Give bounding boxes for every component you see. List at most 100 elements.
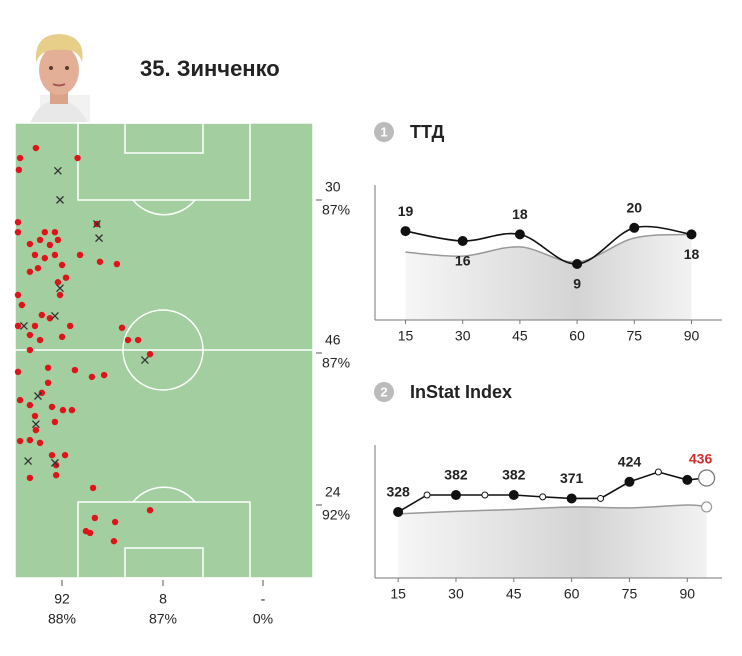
pass-dot	[36, 439, 44, 447]
pass-dot	[31, 251, 39, 259]
zone-percent: 87%	[149, 611, 177, 627]
line-chart: 15 30 45 60 75 90 328 382 382 371 424 436	[374, 445, 722, 602]
pass-dot	[26, 268, 34, 275]
cross-mark	[33, 392, 42, 400]
pass-dot	[110, 537, 118, 545]
value-label: 18	[512, 206, 528, 222]
pass-dot	[31, 412, 39, 420]
total-point	[697, 469, 716, 487]
pass-dot	[146, 507, 154, 514]
pass-dot	[46, 314, 54, 322]
reference-end	[700, 501, 713, 513]
cross-mark	[50, 311, 59, 320]
x-tick-label: 75	[622, 586, 638, 602]
cross-mark	[50, 458, 59, 467]
pass-dot	[44, 364, 52, 371]
pass-dot	[36, 336, 44, 344]
zone-count: 24	[325, 484, 341, 500]
pass-dot	[31, 322, 39, 330]
point	[400, 226, 411, 237]
pass-dot	[111, 518, 119, 526]
point	[682, 474, 693, 485]
pass-dot	[15, 166, 23, 174]
pass-dot	[66, 322, 74, 330]
value-label: 328	[386, 484, 410, 500]
pass-dot	[32, 426, 40, 434]
reference-line	[405, 233, 692, 263]
pass-dot	[89, 484, 97, 492]
pass-dot	[54, 279, 62, 286]
pass-dot	[14, 218, 22, 226]
pass-dot	[134, 336, 142, 344]
zone-count: 92	[54, 591, 70, 607]
pass-dot	[71, 366, 79, 374]
x-tick-label: 90	[680, 586, 696, 602]
section-number: 2	[380, 384, 387, 399]
x-tick-label: 60	[564, 586, 580, 602]
pass-dot	[16, 437, 24, 445]
pass-dot	[26, 240, 34, 248]
pass-dot	[56, 291, 64, 299]
section-title: ТТД	[410, 122, 445, 142]
value-label: 371	[560, 470, 584, 486]
point	[624, 476, 635, 487]
point	[508, 489, 519, 500]
zone-percent: 88%	[48, 611, 76, 627]
value-label: 382	[502, 467, 526, 483]
pass-dot	[51, 418, 59, 426]
cross-mark	[31, 420, 40, 429]
pass-dot	[100, 371, 108, 379]
cross-mark	[56, 195, 64, 204]
pass-dot	[46, 241, 54, 249]
pass-dot	[26, 474, 34, 482]
pass-dot	[16, 154, 24, 162]
pass-dot	[14, 291, 22, 299]
zone-count: 8	[159, 591, 167, 607]
pass-dot	[74, 154, 81, 162]
pass-dot	[86, 529, 94, 537]
pass-dot	[76, 251, 84, 259]
point	[393, 506, 404, 517]
value-label: 20	[627, 200, 643, 216]
pitch	[14, 122, 314, 579]
point	[457, 235, 468, 246]
value-label: 19	[398, 203, 414, 219]
pass-dot	[61, 451, 69, 459]
pass-dot	[118, 324, 126, 331]
pass-dot	[59, 406, 67, 414]
cross-mark	[56, 284, 64, 293]
x-tick-label: 15	[390, 586, 406, 602]
pass-dot	[41, 229, 48, 236]
x-tick-label: 30	[455, 328, 471, 344]
x-tick-label: 60	[569, 328, 585, 344]
point	[566, 493, 577, 504]
zone-count: 30	[325, 179, 341, 195]
reference-line	[398, 504, 707, 515]
point	[686, 229, 697, 240]
cross-mark	[95, 234, 103, 243]
point	[629, 222, 640, 233]
pass-dot	[34, 264, 42, 272]
pass-dot	[52, 471, 60, 479]
x-tick-label: 15	[398, 328, 414, 344]
pass-dot	[26, 436, 34, 444]
pass-dot	[36, 236, 44, 244]
line-chart: 15 30 45 60 75 90 19 16 18 9 20 18	[374, 185, 722, 344]
total-label: 436	[689, 451, 713, 467]
point	[654, 468, 662, 476]
pass-dot	[88, 373, 96, 381]
section-title: InStat Index	[410, 382, 512, 402]
pass-dot	[62, 274, 70, 281]
player-name: 35. Зинченко	[140, 56, 280, 81]
cross-mark	[140, 356, 149, 365]
zone-percent: 92%	[322, 507, 350, 523]
cross-mark	[53, 166, 62, 175]
pass-dot	[51, 229, 59, 236]
x-tick-label: 45	[506, 586, 522, 602]
cross-mark	[19, 321, 28, 330]
pass-dot	[14, 322, 22, 330]
pass-dot	[26, 401, 34, 409]
cross-mark	[24, 457, 33, 466]
pass-dot	[26, 346, 34, 354]
